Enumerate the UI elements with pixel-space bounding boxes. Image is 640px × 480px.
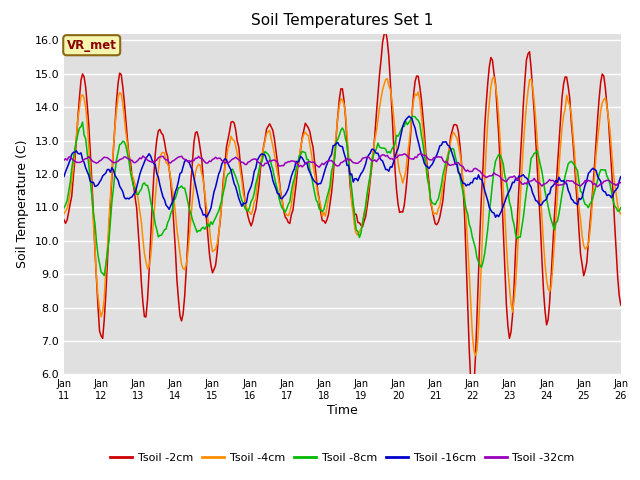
Tsoil -8cm <box>397 127 405 132</box>
Tsoil -8cm <box>412 114 419 120</box>
Line: Tsoil -16cm: Tsoil -16cm <box>64 116 621 217</box>
Tsoil -4cm <box>472 353 479 359</box>
Tsoil -32cm <box>377 153 385 158</box>
Tsoil -16cm <box>412 125 419 131</box>
Tsoil -8cm <box>379 145 387 151</box>
Tsoil -16cm <box>379 158 387 164</box>
Text: VR_met: VR_met <box>67 39 116 52</box>
Legend: Tsoil -2cm, Tsoil -4cm, Tsoil -8cm, Tsoil -16cm, Tsoil -32cm: Tsoil -2cm, Tsoil -4cm, Tsoil -8cm, Tsoi… <box>106 448 579 467</box>
Tsoil -8cm <box>617 205 625 211</box>
Tsoil -16cm <box>552 178 559 183</box>
Tsoil -8cm <box>410 114 417 120</box>
Tsoil -4cm <box>76 105 83 111</box>
Line: Tsoil -4cm: Tsoil -4cm <box>64 77 621 356</box>
Tsoil -32cm <box>417 150 425 156</box>
Tsoil -2cm <box>468 396 476 402</box>
Tsoil -16cm <box>76 151 83 157</box>
Tsoil -32cm <box>408 156 416 162</box>
Tsoil -16cm <box>405 113 413 119</box>
Tsoil -8cm <box>76 125 83 131</box>
Tsoil -32cm <box>396 152 403 158</box>
Tsoil -8cm <box>100 273 108 278</box>
Tsoil -8cm <box>165 216 173 222</box>
Tsoil -32cm <box>76 160 83 166</box>
Line: Tsoil -8cm: Tsoil -8cm <box>64 117 621 276</box>
Tsoil -16cm <box>617 174 625 180</box>
Tsoil -4cm <box>552 217 559 223</box>
Tsoil -16cm <box>397 131 405 136</box>
Line: Tsoil -2cm: Tsoil -2cm <box>64 31 621 399</box>
Tsoil -2cm <box>617 302 625 308</box>
Tsoil -32cm <box>594 184 602 190</box>
Tsoil -16cm <box>164 204 172 210</box>
Tsoil -4cm <box>164 161 172 167</box>
Tsoil -4cm <box>396 169 403 175</box>
Tsoil -32cm <box>550 179 558 184</box>
Tsoil -16cm <box>202 215 210 220</box>
Tsoil -4cm <box>60 211 68 217</box>
Tsoil -2cm <box>164 154 172 159</box>
Tsoil -4cm <box>617 211 625 217</box>
Tsoil -8cm <box>60 205 68 211</box>
Tsoil -4cm <box>490 74 498 80</box>
Tsoil -32cm <box>60 157 68 163</box>
Tsoil -2cm <box>377 57 385 62</box>
Tsoil -4cm <box>377 96 385 101</box>
Tsoil -32cm <box>164 157 172 163</box>
Tsoil -2cm <box>410 92 417 98</box>
Tsoil -32cm <box>617 180 625 185</box>
Tsoil -8cm <box>552 220 559 226</box>
Tsoil -4cm <box>408 111 416 117</box>
Tsoil -2cm <box>60 217 68 223</box>
Y-axis label: Soil Temperature (C): Soil Temperature (C) <box>16 140 29 268</box>
Tsoil -2cm <box>76 95 83 100</box>
Tsoil -16cm <box>60 174 68 180</box>
Tsoil -2cm <box>382 28 390 34</box>
Tsoil -2cm <box>397 209 405 215</box>
Tsoil -2cm <box>552 189 559 194</box>
Line: Tsoil -32cm: Tsoil -32cm <box>64 153 621 187</box>
Title: Soil Temperatures Set 1: Soil Temperatures Set 1 <box>252 13 433 28</box>
X-axis label: Time: Time <box>327 404 358 417</box>
